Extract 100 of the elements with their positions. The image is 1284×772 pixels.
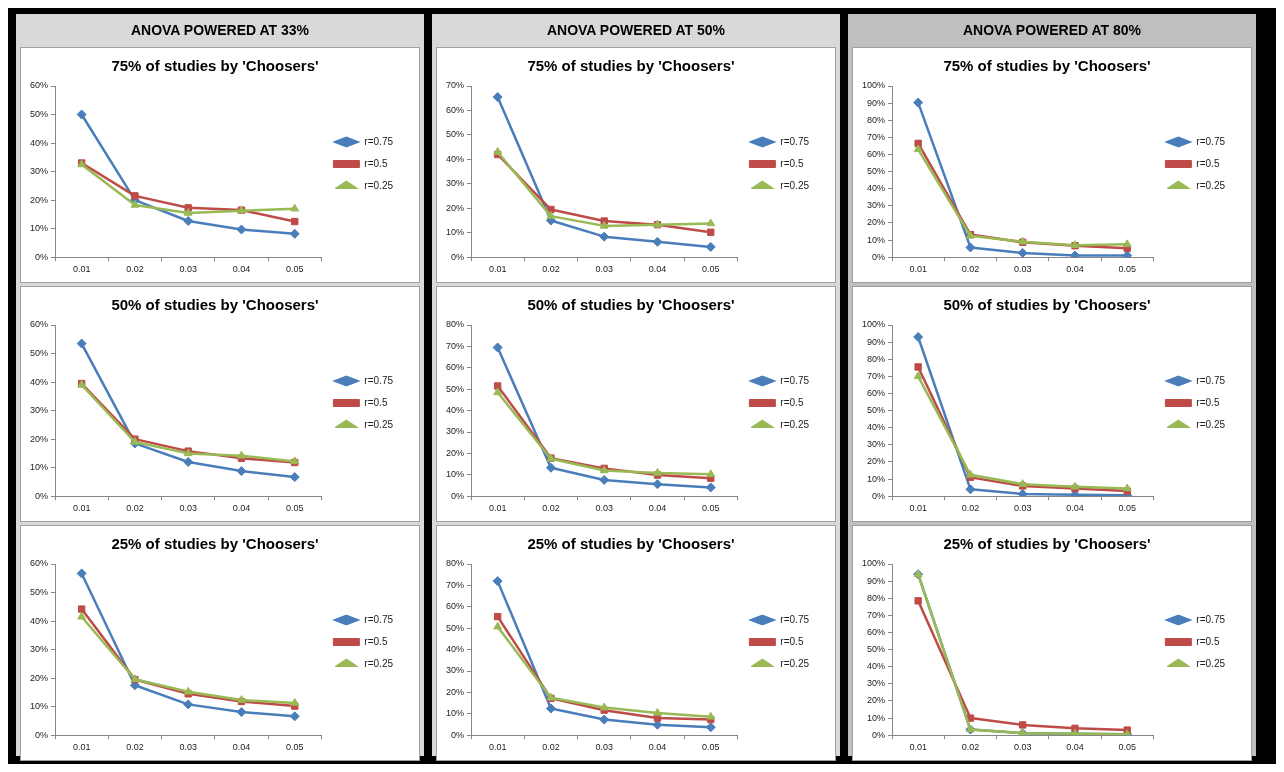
x-tick-label: 0.02 bbox=[542, 503, 560, 514]
chart-title: 75% of studies by 'Choosers' bbox=[111, 57, 319, 75]
y-tick-label: 0% bbox=[35, 729, 49, 740]
y-tick-label: 60% bbox=[867, 148, 886, 159]
y-tick-label: 30% bbox=[446, 665, 465, 676]
legend-label: r=0.25 bbox=[364, 179, 394, 191]
y-tick-label: 20% bbox=[446, 202, 465, 213]
y-tick-label: 0% bbox=[872, 490, 886, 501]
legend-label: r=0.5 bbox=[780, 157, 804, 169]
legend-label: r=0.75 bbox=[1196, 135, 1226, 147]
x-tick-label: 0.05 bbox=[285, 264, 304, 275]
y-tick-label: 10% bbox=[867, 234, 886, 245]
x-tick-label: 0.03 bbox=[595, 742, 613, 753]
x-tick-label: 0.03 bbox=[1013, 503, 1032, 514]
text: ANOVA POWERED AT 80% bbox=[961, 21, 1143, 40]
legend-label: r=0.75 bbox=[780, 374, 810, 386]
y-tick-label: 0% bbox=[451, 490, 465, 501]
y-tick-label: 20% bbox=[446, 686, 465, 697]
y-tick-label: 30% bbox=[867, 678, 886, 689]
y-tick-label: 30% bbox=[30, 405, 49, 416]
y-tick-label: 30% bbox=[867, 439, 886, 450]
y-tick-label: 40% bbox=[867, 661, 886, 672]
legend-label: r=0.75 bbox=[1196, 374, 1226, 386]
legend-label: r=0.25 bbox=[780, 418, 810, 430]
legend-label: r=0.5 bbox=[780, 396, 804, 408]
x-tick-label: 0.05 bbox=[285, 742, 304, 753]
legend-label: r=0.25 bbox=[364, 418, 394, 430]
chart-title: 75% of studies by 'Choosers' bbox=[943, 57, 1151, 75]
x-tick-label: 0.04 bbox=[648, 264, 667, 275]
chart-title: 50% of studies by 'Choosers' bbox=[527, 296, 735, 314]
y-tick-label: 90% bbox=[867, 575, 886, 586]
y-tick-label: 10% bbox=[446, 227, 465, 238]
legend-label: r=0.25 bbox=[1196, 179, 1226, 191]
x-tick-label: 0.03 bbox=[1013, 264, 1032, 275]
x-tick-label: 0.04 bbox=[232, 742, 251, 753]
y-tick-label: 50% bbox=[867, 166, 886, 177]
legend-label: r=0.5 bbox=[1196, 157, 1220, 169]
y-tick-label: 60% bbox=[867, 626, 886, 637]
legend-label: r=0.75 bbox=[364, 374, 394, 386]
y-tick-label: 20% bbox=[30, 672, 49, 683]
y-tick-label: 40% bbox=[30, 137, 49, 148]
x-tick-label: 0.05 bbox=[701, 503, 720, 514]
y-tick-label: 60% bbox=[446, 104, 465, 115]
y-tick-label: 20% bbox=[867, 217, 886, 228]
x-tick-label: 0.04 bbox=[1066, 264, 1084, 275]
y-tick-label: 40% bbox=[446, 153, 465, 164]
x-tick-label: 0.01 bbox=[909, 742, 927, 753]
y-tick-label: 10% bbox=[446, 708, 465, 719]
y-tick-label: 80% bbox=[867, 592, 886, 603]
x-tick-label: 0.05 bbox=[701, 742, 720, 753]
y-tick-label: 60% bbox=[30, 319, 49, 330]
x-tick-label: 0.05 bbox=[1118, 264, 1136, 275]
x-tick-label: 0.04 bbox=[232, 264, 251, 275]
x-tick-label: 0.05 bbox=[1118, 742, 1136, 753]
chart-title: 50% of studies by 'Choosers' bbox=[111, 296, 319, 314]
legend-label: r=0.25 bbox=[364, 657, 394, 669]
y-tick-label: 100% bbox=[861, 80, 886, 91]
x-tick-label: 0.01 bbox=[909, 264, 927, 275]
y-tick-label: 20% bbox=[30, 433, 49, 444]
x-tick-label: 0.02 bbox=[542, 264, 560, 275]
y-tick-label: 0% bbox=[451, 729, 465, 740]
y-tick-label: 40% bbox=[867, 422, 886, 433]
x-tick-label: 0.03 bbox=[595, 264, 613, 275]
legend-label: r=0.75 bbox=[364, 135, 394, 147]
y-tick-label: 80% bbox=[867, 353, 886, 364]
x-tick-label: 0.04 bbox=[1066, 742, 1084, 753]
text: ANOVA POWERED AT 50% bbox=[545, 21, 727, 40]
y-tick-label: 60% bbox=[446, 601, 465, 612]
y-tick-label: 10% bbox=[867, 712, 886, 723]
y-tick-label: 40% bbox=[30, 615, 49, 626]
y-tick-label: 50% bbox=[867, 644, 886, 655]
x-tick-label: 0.05 bbox=[701, 264, 720, 275]
y-tick-label: 20% bbox=[446, 447, 465, 458]
y-tick-label: 10% bbox=[867, 473, 886, 484]
x-tick-label: 0.03 bbox=[179, 742, 197, 753]
chart-title: 25% of studies by 'Choosers' bbox=[527, 535, 735, 553]
x-tick-label: 0.04 bbox=[648, 503, 667, 514]
legend-label: r=0.75 bbox=[780, 613, 810, 625]
x-tick-label: 0.04 bbox=[1066, 503, 1084, 514]
legend-label: r=0.75 bbox=[1196, 613, 1226, 625]
y-tick-label: 30% bbox=[446, 426, 465, 437]
chart-title: 50% of studies by 'Choosers' bbox=[943, 296, 1151, 314]
x-tick-label: 0.01 bbox=[72, 742, 91, 753]
legend-label: r=0.25 bbox=[780, 179, 810, 191]
x-tick-label: 0.01 bbox=[488, 264, 507, 275]
y-tick-label: 20% bbox=[30, 194, 49, 205]
y-tick-label: 0% bbox=[872, 251, 886, 262]
legend-label: r=0.75 bbox=[364, 613, 394, 625]
x-tick-label: 0.02 bbox=[961, 503, 980, 514]
y-tick-label: 80% bbox=[446, 558, 465, 569]
legend-label: r=0.75 bbox=[780, 135, 810, 147]
y-tick-label: 30% bbox=[867, 200, 886, 211]
x-tick-label: 0.02 bbox=[126, 742, 144, 753]
y-tick-label: 50% bbox=[30, 587, 49, 598]
y-tick-label: 40% bbox=[30, 376, 49, 387]
legend-label: r=0.25 bbox=[1196, 657, 1226, 669]
x-tick-label: 0.02 bbox=[126, 503, 144, 514]
x-tick-label: 0.04 bbox=[648, 742, 667, 753]
y-tick-label: 30% bbox=[30, 166, 49, 177]
y-tick-label: 40% bbox=[867, 183, 886, 194]
